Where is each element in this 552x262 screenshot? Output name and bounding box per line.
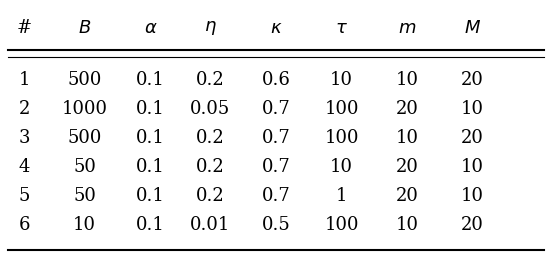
- Text: 10: 10: [396, 129, 418, 147]
- Text: 50: 50: [73, 158, 96, 176]
- Text: 10: 10: [461, 158, 484, 176]
- Text: 0.7: 0.7: [262, 187, 290, 205]
- Text: 20: 20: [396, 187, 418, 205]
- Text: 5: 5: [19, 187, 30, 205]
- Text: 0.1: 0.1: [136, 100, 164, 118]
- Text: 20: 20: [461, 216, 484, 234]
- Text: 0.1: 0.1: [136, 71, 164, 89]
- Text: 1000: 1000: [62, 100, 108, 118]
- Text: 0.05: 0.05: [190, 100, 231, 118]
- Text: #: #: [17, 19, 32, 37]
- Text: $M$: $M$: [464, 19, 481, 37]
- Text: 0.5: 0.5: [262, 216, 290, 234]
- Text: 0.2: 0.2: [196, 71, 225, 89]
- Text: 1: 1: [336, 187, 347, 205]
- Text: 0.01: 0.01: [190, 216, 231, 234]
- Text: 10: 10: [330, 71, 353, 89]
- Text: 20: 20: [461, 71, 484, 89]
- Text: 10: 10: [461, 187, 484, 205]
- Text: $\eta$: $\eta$: [204, 19, 217, 37]
- Text: 500: 500: [67, 71, 102, 89]
- Text: 3: 3: [19, 129, 30, 147]
- Text: $\kappa$: $\kappa$: [270, 19, 282, 37]
- Text: $\alpha$: $\alpha$: [144, 19, 157, 37]
- Text: 100: 100: [325, 129, 359, 147]
- Text: 0.1: 0.1: [136, 129, 164, 147]
- Text: 0.7: 0.7: [262, 158, 290, 176]
- Text: 50: 50: [73, 187, 96, 205]
- Text: 10: 10: [73, 216, 96, 234]
- Text: 0.1: 0.1: [136, 158, 164, 176]
- Text: 100: 100: [325, 216, 359, 234]
- Text: 20: 20: [461, 129, 484, 147]
- Text: 10: 10: [396, 216, 418, 234]
- Text: 0.6: 0.6: [262, 71, 290, 89]
- Text: 2: 2: [19, 100, 30, 118]
- Text: 0.7: 0.7: [262, 100, 290, 118]
- Text: 20: 20: [396, 158, 418, 176]
- Text: 0.7: 0.7: [262, 129, 290, 147]
- Text: 0.2: 0.2: [196, 129, 225, 147]
- Text: 0.2: 0.2: [196, 158, 225, 176]
- Text: 6: 6: [19, 216, 30, 234]
- Text: 10: 10: [396, 71, 418, 89]
- Text: 500: 500: [67, 129, 102, 147]
- Text: 4: 4: [19, 158, 30, 176]
- Text: $\tau$: $\tau$: [335, 19, 348, 37]
- Text: 0.1: 0.1: [136, 216, 164, 234]
- Text: 20: 20: [396, 100, 418, 118]
- Text: 0.2: 0.2: [196, 187, 225, 205]
- Text: 100: 100: [325, 100, 359, 118]
- Text: $B$: $B$: [78, 19, 92, 37]
- Text: 1: 1: [19, 71, 30, 89]
- Text: 10: 10: [461, 100, 484, 118]
- Text: 0.1: 0.1: [136, 187, 164, 205]
- Text: 10: 10: [330, 158, 353, 176]
- Text: $m$: $m$: [398, 19, 416, 37]
